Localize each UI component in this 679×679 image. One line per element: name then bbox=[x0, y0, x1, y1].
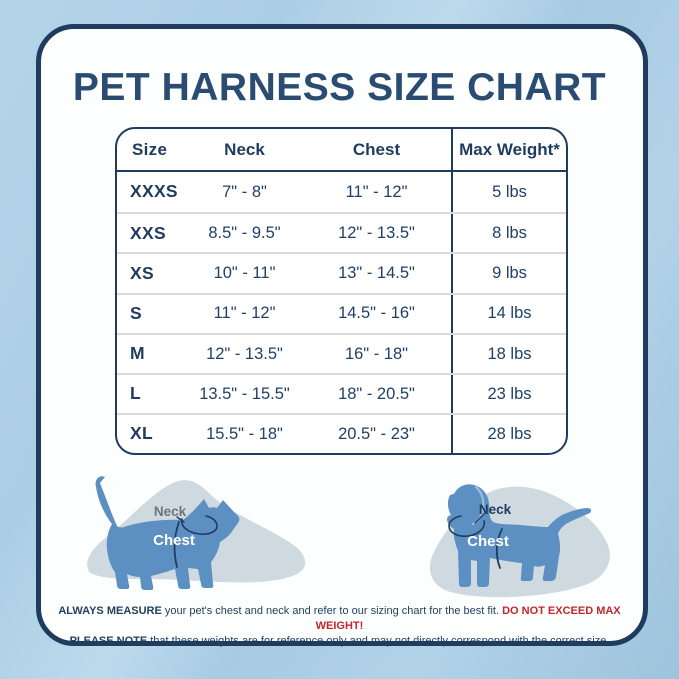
footer-max-weight-warning: DO NOT EXCEED MAX WEIGHT! bbox=[315, 605, 621, 632]
size-cell: XXS bbox=[130, 222, 166, 243]
neck-cell: 8.5" - 9.5" bbox=[208, 224, 281, 243]
cat-neck-leader-line bbox=[176, 516, 185, 523]
chest-cell: 18" - 20.5" bbox=[338, 384, 415, 403]
chest-cell: 16" - 18" bbox=[344, 344, 409, 363]
size-cell: S bbox=[130, 302, 142, 323]
chest-cell: 20.5" - 23" bbox=[338, 424, 415, 443]
column-header-max-weight: Max Weight* bbox=[451, 129, 566, 170]
chest-cell: 13" - 14.5" bbox=[338, 264, 415, 283]
size-cell: XS bbox=[130, 262, 154, 283]
neck-cell: 12" - 13.5" bbox=[206, 344, 283, 363]
table-row: S 11" - 12" 14.5" - 16" 14 lbs bbox=[117, 292, 566, 333]
max-weight-cell: 18 lbs bbox=[451, 334, 566, 373]
dog-neck-leader-line bbox=[474, 513, 485, 524]
chest-cell: 14.5" - 16" bbox=[338, 304, 415, 323]
dog-chest-measure-line bbox=[495, 528, 503, 569]
footer-line-1: ALWAYS MEASURE your pet's chest and neck… bbox=[40, 604, 639, 634]
chest-cell: 12" - 13.5" bbox=[338, 224, 415, 243]
cat-neck-measure-loop bbox=[180, 515, 218, 535]
size-cell: L bbox=[130, 383, 141, 404]
column-header-neck: Neck bbox=[224, 140, 265, 159]
neck-cell: 13.5" - 15.5" bbox=[199, 384, 290, 403]
max-weight-cell: 28 lbs bbox=[451, 415, 566, 454]
neck-cell: 11" - 12" bbox=[213, 304, 276, 323]
cat-neck-label: Neck bbox=[154, 504, 187, 519]
footer-line-2-text: that these weights are for reference onl… bbox=[147, 635, 610, 647]
max-weight-cell: 23 lbs bbox=[451, 374, 566, 414]
footer-please-note: PLEASE NOTE bbox=[69, 635, 148, 647]
footer-line-2: PLEASE NOTE that these weights are for r… bbox=[40, 634, 639, 649]
table-row: XXS 8.5" - 9.5" 12" - 13.5" 8 lbs bbox=[117, 212, 566, 253]
max-weight-cell: 5 lbs bbox=[451, 172, 566, 213]
size-cell: XL bbox=[130, 423, 153, 444]
cat-chest-label: Chest bbox=[153, 532, 195, 549]
chest-cell: 11" - 12" bbox=[345, 182, 408, 201]
page-title: PET HARNESS SIZE CHART bbox=[72, 66, 607, 109]
table-header-row: Size Neck Chest Max Weight* bbox=[117, 129, 566, 172]
footer-disclaimer: ALWAYS MEASURE your pet's chest and neck… bbox=[40, 604, 639, 649]
footer-always-measure: ALWAYS MEASURE bbox=[58, 605, 162, 617]
neck-cell: 10" - 11" bbox=[213, 264, 276, 283]
size-cell: M bbox=[130, 343, 145, 364]
dog-neck-label: Neck bbox=[479, 502, 512, 517]
dog-chest-label: Chest bbox=[467, 533, 509, 550]
cat-measurement-diagram: Neck Chest bbox=[87, 476, 306, 590]
max-weight-cell: 14 lbs bbox=[451, 294, 566, 333]
max-weight-cell: 8 lbs bbox=[451, 214, 566, 253]
size-cell: XXXS bbox=[130, 181, 178, 202]
dog-neck-measure-loop bbox=[448, 515, 486, 537]
table-row: M 12" - 13.5" 16" - 18" 18 lbs bbox=[117, 332, 566, 373]
neck-cell: 7" - 8" bbox=[222, 182, 267, 201]
size-table: Size Neck Chest Max Weight* XXXS 7" - 8"… bbox=[115, 127, 568, 456]
table-row: L 13.5" - 15.5" 18" - 20.5" 23 lbs bbox=[117, 372, 566, 414]
max-weight-cell: 9 lbs bbox=[451, 254, 566, 293]
table-row: XXXS 7" - 8" 11" - 12" 5 lbs bbox=[117, 172, 566, 213]
table-row: XL 15.5" - 18" 20.5" - 23" 28 lbs bbox=[117, 413, 566, 454]
column-header-chest: Chest bbox=[352, 140, 401, 159]
column-header-size: Size bbox=[132, 140, 168, 159]
neck-cell: 15.5" - 18" bbox=[206, 424, 283, 443]
cat-chest-measure-line bbox=[173, 521, 180, 568]
dog-measurement-diagram: Neck Chest bbox=[429, 484, 610, 598]
footer-line-1-text: your pet's chest and neck and refer to o… bbox=[161, 605, 503, 617]
table-body: XXXS 7" - 8" 11" - 12" 5 lbs XXS 8.5" - … bbox=[117, 172, 566, 454]
cat-silhouette bbox=[95, 476, 240, 590]
table-row: XS 10" - 11" 13" - 14.5" 9 lbs bbox=[117, 252, 566, 293]
